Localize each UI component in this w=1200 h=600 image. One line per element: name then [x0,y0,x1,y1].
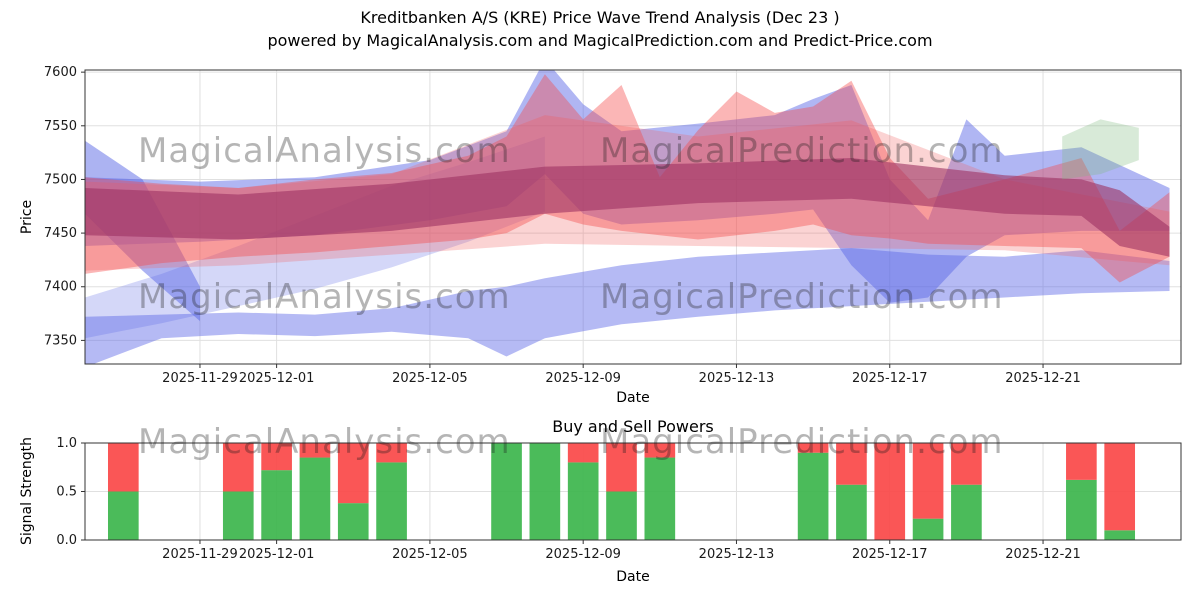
tick-label: 2025-12-17 [852,547,928,562]
buy-bar [376,462,407,540]
tick-label: 2025-12-09 [545,371,621,386]
tick-label: 2025-12-21 [1005,547,1081,562]
watermark-text: MagicalAnalysis.com [138,277,511,317]
figure-subtitle: powered by MagicalAnalysis.com and Magic… [267,31,933,50]
sell-bar [337,443,369,504]
sell-bar [606,443,637,492]
price-ylabel: Price [19,199,35,235]
price-wave-bands [85,70,1170,364]
tick-label: 2025-12-13 [699,547,775,562]
tick-label: 0.5 [56,485,77,500]
sell-bar [107,443,139,492]
tick-label: 2025-12-01 [239,371,315,386]
buy-bar [107,491,139,540]
buy-bar [912,518,944,540]
tick-label: 2025-11-29 [162,371,238,386]
sell-bar [261,443,292,471]
tick-label: 2025-12-13 [699,371,775,386]
buy-bar [606,491,637,540]
blue-bottom-band [85,248,1170,364]
sell-bar [951,443,982,485]
tick-label: 7450 [44,226,77,241]
buy-bar [491,443,522,540]
sell-bar [567,443,599,463]
green-hint-blob [1062,119,1139,180]
buy-bar [951,484,982,540]
watermark-text: MagicalPrediction.com [600,131,1004,171]
price-xlabel: Date [616,390,650,406]
watermark-text: MagicalAnalysis.com [138,422,511,462]
buy-bar [797,452,829,540]
tick-label: 0.0 [56,533,77,548]
watermarks: MagicalAnalysis.com MagicalPrediction.com… [138,131,1004,462]
sell-bar [222,443,254,492]
tick-label: 7500 [44,172,77,187]
sell-bar [299,443,331,458]
buy-bar [261,470,292,540]
tick-label: 2025-12-05 [392,547,468,562]
signal-xlabel: Date [616,569,650,585]
buy-sell-bars [107,443,1136,540]
tick-label: 2025-12-05 [392,371,468,386]
sell-bar [1066,443,1097,480]
watermark-text: MagicalPrediction.com [600,277,1004,317]
tick-label: 2025-12-01 [239,547,315,562]
buy-bar [1066,479,1097,540]
signal-ylabel: Signal Strength [19,437,35,546]
buy-bar [644,457,676,540]
buy-bar [567,462,599,540]
buy-bar [836,484,867,540]
axis-ticks: 2025-11-29 2025-12-01 2025-12-05 2025-12-09… [44,65,1081,562]
buy-bar [299,457,331,540]
sell-bar [874,443,906,540]
signal-chart-title: Buy and Sell Powers [552,417,714,436]
tick-label: 2025-11-29 [162,547,238,562]
sell-bar [644,443,676,458]
buy-bar [222,491,254,540]
tick-label: 2025-12-09 [545,547,621,562]
figure-title: Kreditbanken A/S (KRE) Price Wave Trend … [360,8,840,27]
sell-bar [797,443,829,453]
tick-label: 7550 [44,119,77,134]
sell-bar [836,443,867,485]
sell-bar [1104,443,1136,531]
sell-bar [376,443,407,463]
tick-label: 2025-12-21 [1005,371,1081,386]
tick-label: 7350 [44,333,77,348]
sell-bar [912,443,944,519]
tick-label: 7600 [44,65,77,80]
buy-bar [529,443,561,540]
tick-label: 1.0 [56,436,77,451]
watermark-text: MagicalAnalysis.com [138,131,511,171]
buy-bar [337,503,369,540]
tick-label: 7400 [44,280,77,295]
red-core-band [85,158,1170,257]
watermark-text: MagicalPrediction.com [600,422,1004,462]
tick-label: 2025-12-17 [852,371,928,386]
buy-bar [1104,530,1136,540]
